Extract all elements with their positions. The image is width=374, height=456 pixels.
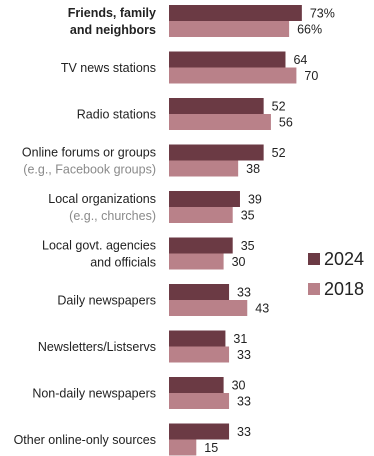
category-label: TV news stations: [61, 61, 156, 75]
bar-2018: [169, 114, 271, 130]
value-labels: 73% 66% 64 70 52 56 52 38 39 35 35 30 33 43 31 33 30 33 33…: [204, 7, 335, 456]
bar-2018: [169, 393, 230, 409]
bar-2024: [169, 144, 264, 161]
bar-2018: [169, 160, 239, 177]
category-label: and officials: [90, 256, 156, 270]
category-label: Friends, family: [68, 6, 156, 20]
category-label: Radio stations: [77, 108, 156, 122]
value-label: 33: [237, 348, 251, 362]
value-label: 33: [237, 395, 251, 409]
category-label: (e.g., Facebook groups): [23, 163, 156, 177]
value-label: 31: [233, 332, 247, 346]
bar-2024: [169, 51, 286, 68]
value-label: 35: [241, 239, 255, 253]
category-label: Daily newspapers: [57, 294, 156, 308]
value-label: 33: [237, 425, 251, 439]
value-label: 64: [293, 53, 307, 67]
value-label: 56: [279, 116, 293, 130]
value-label: 15: [204, 441, 218, 455]
category-label: Local govt. agencies: [42, 239, 156, 253]
value-label: 35: [241, 209, 255, 223]
category-label: Newsletters/Listservs: [38, 340, 156, 354]
value-label: 52: [272, 146, 286, 160]
bar-2018: [169, 439, 197, 456]
bar-2018: [169, 253, 224, 270]
bar-2018: [169, 21, 290, 37]
value-label: 33: [237, 286, 251, 300]
value-label: 30: [232, 379, 246, 393]
category-labels: Friends, family and neighbors TV news stat…: [14, 6, 156, 447]
bars: [169, 5, 302, 456]
legend-swatch: [308, 253, 320, 265]
legend-swatch: [308, 283, 320, 295]
value-label: 73%: [310, 7, 335, 21]
category-label: Non-daily newspapers: [32, 387, 156, 401]
value-label: 66%: [297, 23, 322, 37]
value-label: 30: [232, 255, 246, 269]
bar-2024: [169, 237, 233, 254]
value-label: 52: [272, 100, 286, 114]
bar-2024: [169, 330, 226, 347]
bar-2018: [169, 300, 248, 316]
bar-2024: [169, 191, 240, 207]
category-label: and neighbors: [70, 23, 156, 37]
legend-label: 2018: [324, 279, 364, 299]
bar-2024: [169, 5, 302, 21]
bar-2024: [169, 423, 230, 440]
value-label: 39: [248, 193, 262, 207]
category-label: Local organizations: [48, 192, 156, 206]
value-label: 70: [304, 69, 318, 83]
legend-label: 2024: [324, 249, 364, 269]
bar-2024: [169, 377, 224, 393]
category-label: Online forums or groups: [22, 146, 156, 160]
bar-2018: [169, 207, 233, 223]
legend: 2024 2018: [308, 249, 364, 299]
value-label: 38: [246, 162, 260, 176]
category-label: Other online-only sources: [14, 433, 156, 447]
value-label: 43: [255, 302, 269, 316]
bar-2018: [169, 346, 230, 363]
bar-2024: [169, 284, 230, 300]
category-label: (e.g., churches): [69, 209, 156, 223]
bar-2024: [169, 98, 264, 114]
bar-2018: [169, 67, 297, 84]
